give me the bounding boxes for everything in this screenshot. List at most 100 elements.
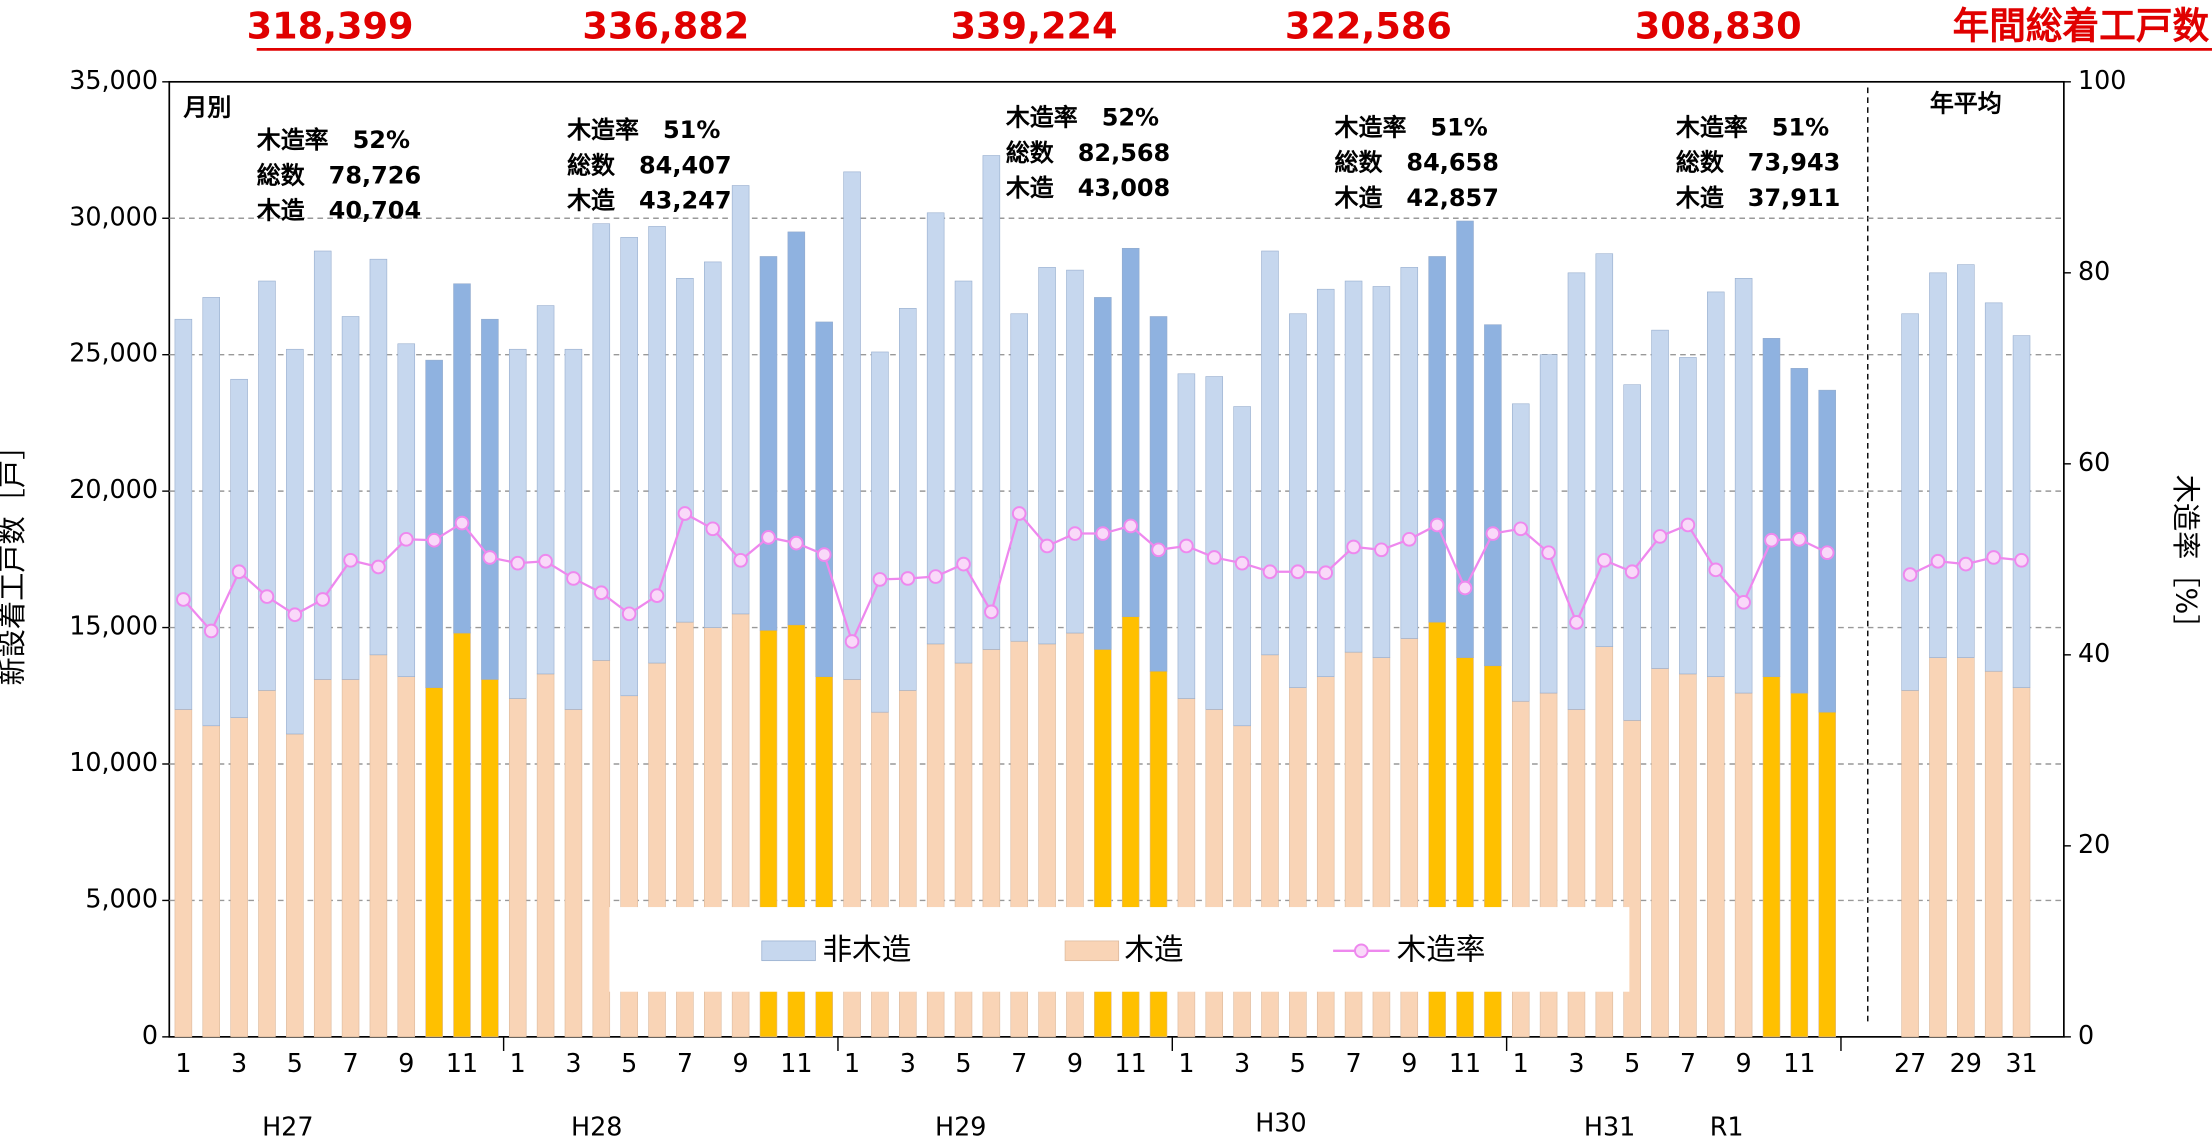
x-tick-label: 1: [1178, 1048, 1194, 1078]
rate-marker: [203, 623, 219, 639]
year-note: 木造率 51%: [1675, 113, 1829, 141]
bar-segment: [1372, 286, 1391, 658]
rate-marker: [231, 564, 247, 580]
rate-marker: [1039, 538, 1055, 554]
group-label: H27: [262, 1112, 313, 1142]
rate-marker: [1151, 542, 1166, 558]
x-tick-label: 1: [1513, 1048, 1529, 1078]
bar-segment: [759, 256, 778, 631]
legend-label: 木造: [1124, 932, 1183, 966]
rate-marker: [371, 559, 386, 575]
y2-tick-label: 40: [2078, 638, 2110, 668]
x-tick-label: 7: [342, 1048, 358, 1078]
bar-segment: [2012, 687, 2031, 1038]
rate-marker: [315, 592, 331, 607]
annual-total: 322,586: [1285, 5, 1452, 48]
panel-label: 年平均: [1930, 89, 2002, 117]
year-note: 木造 37,911: [1675, 184, 1840, 212]
bar-segment: [1679, 357, 1697, 675]
legend-label: 木造率: [1397, 932, 1486, 966]
rate-marker: [1513, 521, 1529, 537]
x-tick-label: 9: [1067, 1048, 1083, 1078]
rate-marker: [733, 552, 748, 568]
x-tick-label: 1: [510, 1048, 526, 1078]
x-tick-label: 9: [398, 1048, 414, 1078]
rate-marker: [1374, 542, 1389, 558]
rate-marker: [1764, 532, 1779, 548]
bar-segment: [341, 316, 360, 680]
rate-marker: [1429, 517, 1445, 533]
bar-segment: [341, 679, 360, 1038]
plot-root: 月別 年平均 年間総着工戸数 新設着工戸数［戸］ 木造率［%］ 05,00010…: [0, 5, 2212, 1142]
rate-marker: [593, 585, 609, 601]
bar-segment: [481, 318, 499, 680]
y-tick-label: 15,000: [69, 611, 158, 641]
rate-marker: [1318, 565, 1334, 581]
bar-segment: [1957, 264, 1975, 658]
rate-marker: [454, 515, 470, 531]
bar-segment: [202, 297, 220, 727]
bar-segment: [704, 261, 722, 628]
bar-segment: [1511, 403, 1530, 702]
rate-marker: [1569, 615, 1584, 630]
bar-segment: [1679, 673, 1697, 1038]
bar-segment: [1929, 657, 1947, 1038]
x-tick-label: 5: [955, 1048, 971, 1078]
bar-segment: [286, 348, 304, 735]
bar-segment: [536, 673, 555, 1038]
y2-axis-title: 木造率［%］: [2169, 475, 2202, 643]
bar-segment: [174, 709, 193, 1038]
x-tick-label: 7: [1680, 1048, 1696, 1078]
x-tick-label: 9: [1401, 1048, 1417, 1078]
bar-segment: [1790, 692, 1809, 1038]
bar-segment: [425, 359, 443, 688]
bar-segment: [1901, 690, 1919, 1038]
rate-marker: [1624, 564, 1640, 580]
rate-marker: [705, 521, 721, 537]
bar-segment: [1121, 247, 1140, 617]
year-note: 総数 84,407: [567, 151, 731, 179]
rate-marker: [956, 556, 971, 572]
rate-marker: [1401, 531, 1417, 547]
group-label: H31: [1584, 1112, 1635, 1142]
bar-segment: [1567, 272, 1586, 710]
y2-tick-label: 60: [2078, 447, 2110, 477]
bar-segment: [1261, 250, 1279, 656]
x-tick-label: 5: [1624, 1048, 1640, 1078]
bar-segment: [313, 250, 332, 680]
year-note: 総数 82,568: [1006, 139, 1170, 167]
legend-label: 非木造: [822, 932, 911, 966]
bar-segment: [815, 321, 833, 677]
x-tick-label: 9: [1736, 1048, 1752, 1078]
bar-segment: [1289, 313, 1307, 688]
rate-marker: [1986, 550, 2002, 565]
y2-tick-label: 20: [2078, 829, 2110, 859]
rate-marker: [1680, 517, 1696, 533]
bar-segment: [369, 654, 388, 1038]
x-tick-label: 3: [900, 1048, 916, 1078]
rate-marker: [621, 606, 637, 622]
bar-segment: [230, 717, 248, 1038]
bar-segment: [1623, 384, 1641, 721]
bar-segment: [397, 343, 416, 677]
bar-segment: [1316, 288, 1335, 677]
x-tick-label: 31: [2005, 1048, 2037, 1078]
year-note: 木造率 51%: [566, 116, 720, 144]
rate-marker: [1123, 518, 1139, 534]
year-note: 総数 73,943: [1676, 149, 1840, 177]
bar-segment: [1094, 297, 1112, 650]
legend-marker: [1353, 943, 1369, 959]
bar-segment: [1539, 354, 1558, 694]
bar-segment: [397, 676, 416, 1038]
rate-marker: [1206, 550, 1222, 565]
bar-segment: [1929, 272, 1947, 658]
rate-marker: [1958, 556, 1974, 572]
rate-marker: [649, 588, 665, 603]
bar-segment: [1428, 256, 1446, 623]
plot-frame: [168, 80, 2065, 1038]
rate-marker: [1290, 564, 1306, 580]
bar-segment: [1762, 676, 1781, 1038]
y-tick-label: 5,000: [85, 883, 158, 913]
bar-segment: [787, 231, 806, 626]
